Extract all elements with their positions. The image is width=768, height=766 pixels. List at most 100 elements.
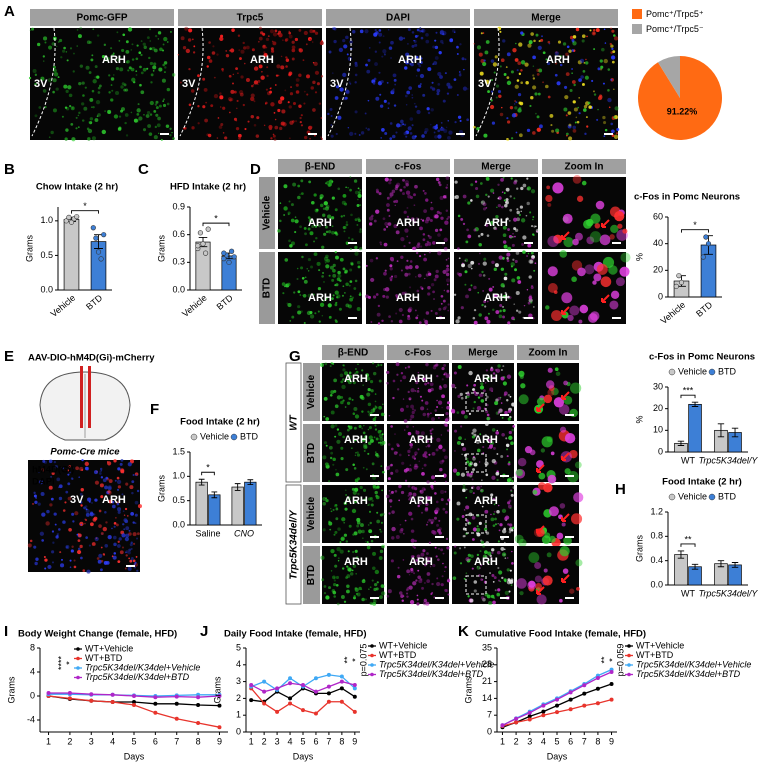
cell: [353, 467, 357, 470]
cell: [208, 41, 211, 44]
point: [339, 686, 344, 691]
cell: [330, 451, 334, 455]
cell: [381, 489, 383, 492]
cell: [147, 124, 152, 129]
cell: [522, 183, 527, 188]
cell: [487, 438, 492, 444]
cell: [545, 380, 555, 389]
cell: [370, 389, 374, 393]
cell: [146, 67, 149, 70]
cell: [390, 40, 394, 45]
cell: [530, 257, 535, 261]
cell: [349, 247, 352, 250]
cell: [484, 79, 490, 85]
cell: [612, 50, 616, 54]
cell: [340, 536, 345, 541]
cell: [499, 408, 503, 412]
cell: [164, 66, 167, 69]
cell: [380, 521, 383, 524]
cell: [407, 390, 410, 394]
cell: [401, 313, 405, 317]
cell: [127, 515, 129, 517]
cell: [507, 295, 510, 299]
micrograph: [453, 176, 540, 251]
cell: [561, 522, 566, 527]
chart-title: Cumulative Food Intake (female, HFD): [475, 629, 646, 640]
point: [527, 717, 532, 722]
cell: [383, 271, 387, 276]
cell: [534, 575, 542, 583]
cell: [499, 309, 502, 313]
row-label: Vehicle: [306, 374, 317, 409]
cell: [258, 26, 262, 30]
cell: [411, 31, 415, 34]
micrograph: [516, 546, 583, 605]
scale-bar: [126, 565, 135, 567]
cell: [75, 116, 78, 119]
y-tick-label: 0.9: [172, 201, 185, 211]
cell: [423, 192, 427, 195]
cell: [480, 382, 484, 386]
y-tick-label: 0.0: [650, 579, 663, 589]
cell: [322, 528, 326, 532]
micrograph-bg: [452, 485, 514, 543]
cell: [395, 294, 399, 297]
cell: [60, 56, 63, 59]
cell: [610, 224, 619, 234]
cell: [61, 115, 64, 118]
cell: [583, 108, 587, 112]
cell: [386, 81, 389, 84]
cell: [280, 96, 285, 101]
cell: [555, 128, 560, 133]
cell: [91, 136, 96, 141]
cell: [447, 593, 450, 596]
cell: [483, 550, 488, 555]
cell: [404, 66, 408, 70]
cell: [136, 108, 141, 113]
cell: [498, 314, 503, 319]
cell: [379, 530, 383, 533]
cell: [354, 487, 359, 492]
cell: [413, 40, 417, 43]
cell: [471, 435, 475, 439]
cell: [364, 435, 368, 439]
cell: [575, 116, 578, 119]
cell: [357, 187, 360, 190]
error-bar: [691, 401, 699, 407]
arrow: [536, 403, 545, 412]
cell: [497, 522, 499, 525]
cell: [569, 88, 573, 92]
point: [541, 713, 546, 718]
cell: [502, 240, 507, 244]
cell: [483, 257, 487, 261]
cell: [443, 246, 448, 251]
point: [217, 725, 222, 730]
cell: [495, 380, 498, 383]
cell: [90, 501, 94, 504]
cell: [541, 535, 551, 545]
scale-bar: [160, 133, 169, 135]
cell: [334, 96, 339, 100]
cell: [504, 557, 507, 559]
cell: [111, 555, 114, 558]
data-point: [673, 283, 679, 289]
cell: [115, 67, 120, 71]
cell: [482, 202, 487, 207]
significance: *: [83, 201, 87, 211]
cell: [433, 61, 438, 66]
cell: [353, 287, 357, 290]
cell: [433, 516, 437, 520]
point: [132, 700, 136, 704]
cell: [361, 369, 364, 372]
cell: [34, 114, 38, 118]
cell: [502, 39, 506, 43]
cell: [506, 568, 510, 572]
cell: [546, 185, 551, 190]
cell: [411, 94, 413, 96]
cell: [428, 541, 432, 544]
cell: [559, 546, 570, 557]
cell: [303, 102, 306, 105]
cell: [155, 106, 159, 110]
cell: [381, 128, 385, 132]
cell: [356, 306, 361, 311]
